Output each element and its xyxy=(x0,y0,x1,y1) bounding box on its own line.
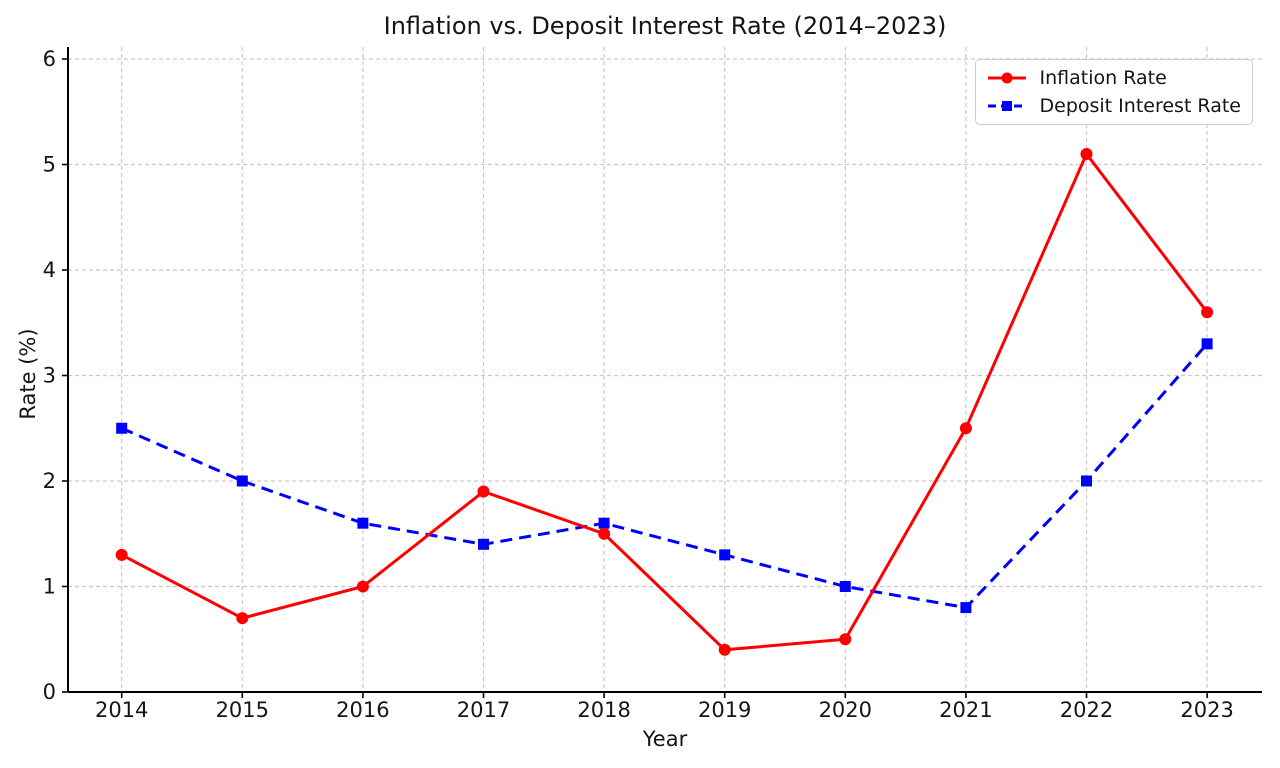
y-tick-label: 5 xyxy=(43,153,56,177)
x-tick-label: 2019 xyxy=(698,698,751,722)
data-point-marker-inflation-rate xyxy=(598,527,611,540)
x-tick-label: 2022 xyxy=(1060,698,1113,722)
data-point-marker-deposit-interest-rate xyxy=(1081,475,1092,487)
legend-line-sample-icon xyxy=(987,100,1026,111)
x-tick-label: 2017 xyxy=(457,698,510,722)
data-point-marker-inflation-rate xyxy=(718,643,731,656)
x-tick-label: 2020 xyxy=(819,698,872,722)
series-line-deposit-interest-rate xyxy=(121,342,1209,610)
y-tick-label: 2 xyxy=(43,469,56,493)
data-point-marker-inflation-rate xyxy=(477,485,490,498)
x-tick-label: 2015 xyxy=(216,698,269,722)
data-point-marker-deposit-interest-rate xyxy=(357,517,369,529)
data-point-marker-deposit-interest-rate xyxy=(478,538,489,550)
data-point-marker-deposit-interest-rate xyxy=(719,549,731,561)
legend-item-deposit-interest-rate: Deposit Interest Rate xyxy=(985,93,1242,118)
y-tick-label: 0 xyxy=(43,680,56,704)
data-point-marker-deposit-interest-rate xyxy=(839,581,851,592)
data-point-marker-deposit-interest-rate xyxy=(598,517,610,529)
series-line-inflation-rate xyxy=(121,151,1209,652)
data-point-marker-inflation-rate xyxy=(1080,147,1093,160)
y-tick-label: 1 xyxy=(43,575,56,599)
data-point-marker-inflation-rate xyxy=(236,612,249,625)
legend-item-inflation-rate: Inflation Rate xyxy=(985,65,1242,90)
data-point-marker-deposit-interest-rate xyxy=(116,422,128,434)
chart-title: Inflation vs. Deposit Interest Rate (201… xyxy=(383,12,947,40)
data-point-marker-inflation-rate xyxy=(356,580,369,593)
data-point-marker-deposit-interest-rate xyxy=(236,475,248,487)
legend-label-inflation-rate: Inflation Rate xyxy=(1039,66,1167,89)
data-point-marker-inflation-rate xyxy=(839,633,852,646)
legend-line-sample-icon xyxy=(987,72,1026,83)
x-tick-label: 2018 xyxy=(577,698,630,722)
data-point-marker-inflation-rate xyxy=(1201,306,1214,319)
x-tick-label: 2016 xyxy=(336,698,389,722)
x-tick-label: 2014 xyxy=(95,698,148,722)
x-tick-label: 2021 xyxy=(939,698,992,722)
data-point-marker-inflation-rate xyxy=(959,422,972,435)
x-axis-label: Year xyxy=(642,727,688,751)
legend: Inflation Rate Deposit Interest Rate xyxy=(974,59,1253,125)
y-tick-label: 4 xyxy=(43,258,56,282)
y-axis-label: Rate (%) xyxy=(16,328,40,420)
data-point-marker-deposit-interest-rate xyxy=(1201,338,1213,350)
data-point-marker-deposit-interest-rate xyxy=(960,602,972,614)
legend-label-deposit-interest-rate: Deposit Interest Rate xyxy=(1039,94,1242,117)
x-tick-label: 2023 xyxy=(1180,698,1233,722)
data-point-marker-inflation-rate xyxy=(115,548,128,561)
y-tick-label: 6 xyxy=(43,47,56,71)
y-tick-label: 3 xyxy=(43,364,56,388)
